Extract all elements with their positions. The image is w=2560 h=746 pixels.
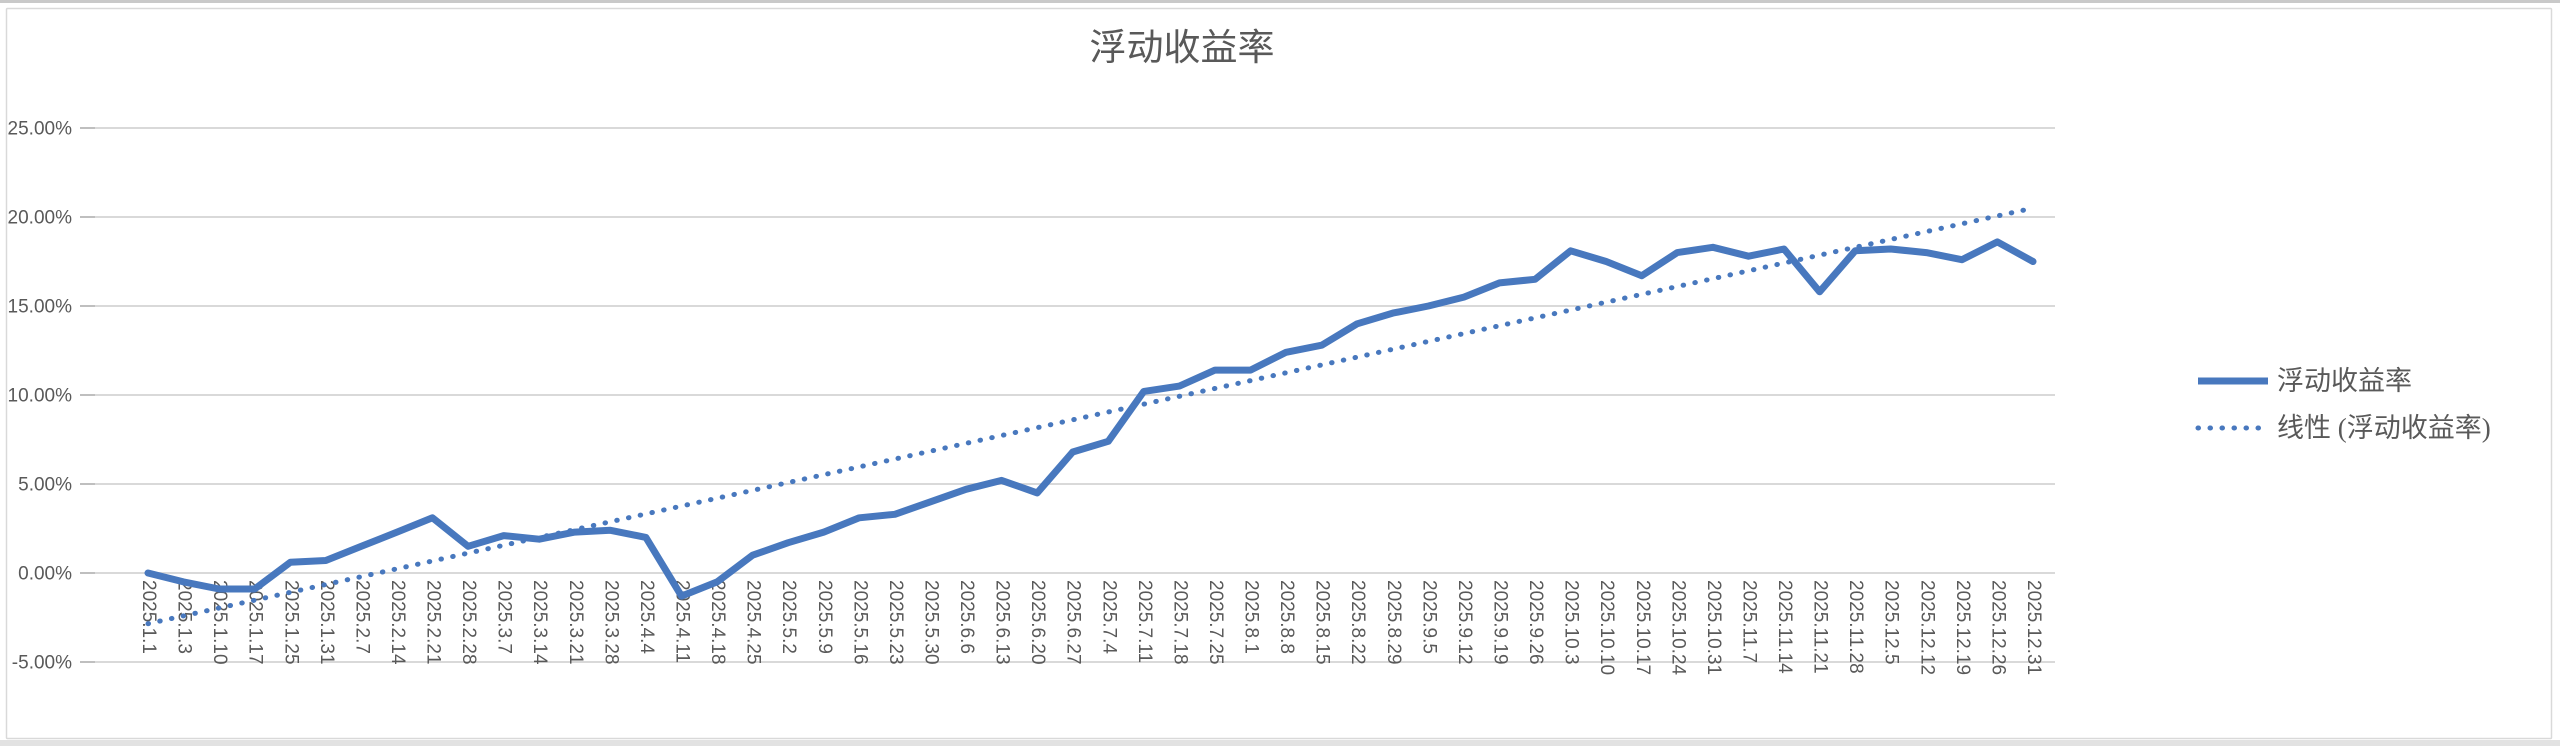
x-tick-label: 2025.9.12 — [1454, 580, 1475, 665]
x-tick-label: 2025.4.25 — [743, 580, 764, 665]
x-tick-label: 2025.8.15 — [1312, 580, 1333, 665]
x-tick-label: 2025.9.5 — [1418, 580, 1439, 654]
y-tick-label: 0.00% — [18, 564, 72, 585]
legend-item-trendline: 线性 (浮动收益率) — [2195, 413, 2491, 443]
x-tick-label: 2025.7.25 — [1205, 580, 1226, 665]
x-tick-label: 2025.2.14 — [387, 580, 408, 665]
y-tick-label: 25.00% — [8, 119, 73, 140]
x-tick-label: 2025.11.21 — [1810, 580, 1831, 674]
x-tick-label: 2025.12.5 — [1881, 580, 1902, 665]
x-tick-label: 2025.2.7 — [351, 580, 372, 654]
x-tick-label: 2025.4.4 — [636, 580, 657, 654]
x-tick-label: 2025.12.26 — [1987, 580, 2008, 675]
x-tick-label: 2025.10.17 — [1632, 580, 1653, 675]
legend: 浮动收益率 线性 (浮动收益率) — [2195, 366, 2491, 443]
x-tick-label: 2025.11.7 — [1739, 580, 1760, 663]
x-tick-label: 2025.1.1 — [138, 580, 159, 654]
gridlines — [80, 127, 2055, 663]
x-tick-label: 2025.4.18 — [707, 580, 728, 665]
x-tick-label: 2025.12.19 — [1952, 580, 1973, 675]
legend-label-series: 浮动收益率 — [2277, 366, 2412, 396]
x-tick-label: 2025.5.2 — [778, 580, 799, 654]
x-tick-label: 2025.12.31 — [2023, 580, 2044, 675]
x-tick-label: 2025.1.31 — [316, 580, 337, 665]
x-tick-label: 2025.2.21 — [423, 580, 444, 665]
x-tick-label: 2025.3.28 — [600, 580, 621, 665]
x-tick-label: 2025.9.26 — [1525, 580, 1546, 665]
x-tick-label: 2025.5.9 — [814, 580, 835, 654]
x-tick-label: 2025.7.18 — [1169, 580, 1190, 665]
x-tick-label: 2025.5.16 — [849, 580, 870, 665]
x-tick-label: 2025.1.10 — [209, 580, 230, 665]
x-tick-label: 2025.10.10 — [1596, 580, 1617, 675]
x-tick-label: 2025.3.14 — [529, 580, 550, 665]
x-tick-label: 2025.1.25 — [280, 580, 301, 665]
top-edge-strip — [0, 0, 2560, 3]
x-tick-label: 2025.5.23 — [885, 580, 906, 665]
trendline — [145, 205, 2036, 627]
chart-title: 浮动收益率 — [1090, 27, 1275, 69]
y-tick-label: 15.00% — [8, 297, 73, 318]
legend-label-trendline: 线性 (浮动收益率) — [2277, 413, 2491, 443]
x-tick-label: 2025.8.29 — [1383, 580, 1404, 665]
x-tick-label: 2025.4.11 — [672, 580, 693, 663]
x-tick-label: 2025.3.21 — [565, 580, 586, 665]
x-tick-label: 2025.11.28 — [1845, 580, 1866, 674]
x-tick-label: 2025.10.24 — [1667, 580, 1688, 676]
series-line — [144, 238, 2037, 600]
x-tick-label: 2025.3.7 — [494, 580, 515, 654]
x-tick-label: 2025.11.14 — [1774, 580, 1795, 674]
chart-frame — [5, 7, 2553, 740]
x-tick-label: 2025.5.30 — [921, 580, 942, 665]
x-tick-label: 2025.7.11 — [1134, 580, 1155, 663]
bottom-edge-strip — [0, 740, 2560, 746]
y-tick-label: -5.00% — [12, 653, 72, 674]
x-tick-label: 2025.6.27 — [1063, 580, 1084, 665]
x-tick-label: 2025.7.4 — [1098, 580, 1119, 654]
x-tick-label: 2025.8.1 — [1241, 580, 1262, 654]
x-tick-label: 2025.1.17 — [245, 580, 266, 665]
y-axis-labels: 25.00% 20.00% 15.00% 10.00% 5.00% 0.00% -5.00% — [8, 119, 73, 674]
x-tick-label: 2025.8.22 — [1347, 580, 1368, 665]
x-tick-label: 2025.10.31 — [1703, 580, 1724, 675]
x-tick-label: 2025.6.20 — [1027, 580, 1048, 665]
y-tick-label: 5.00% — [18, 475, 72, 496]
y-tick-label: 20.00% — [8, 208, 73, 229]
x-axis-labels: 2025.1.1 2025.1.3 2025.1.10 2025.1.17 2025.1… — [138, 580, 2044, 676]
legend-item-series: 浮动收益率 — [2198, 366, 2412, 396]
x-tick-label: 2025.8.8 — [1276, 580, 1297, 654]
x-tick-label: 2025.6.6 — [956, 580, 977, 654]
x-tick-label: 2025.6.13 — [992, 580, 1013, 665]
x-tick-label: 2025.12.12 — [1916, 580, 1937, 675]
x-tick-label: 2025.10.3 — [1561, 580, 1582, 665]
x-tick-label: 2025.9.19 — [1490, 580, 1511, 665]
x-tick-label: 2025.2.28 — [458, 580, 479, 665]
y-tick-label: 10.00% — [8, 386, 73, 407]
